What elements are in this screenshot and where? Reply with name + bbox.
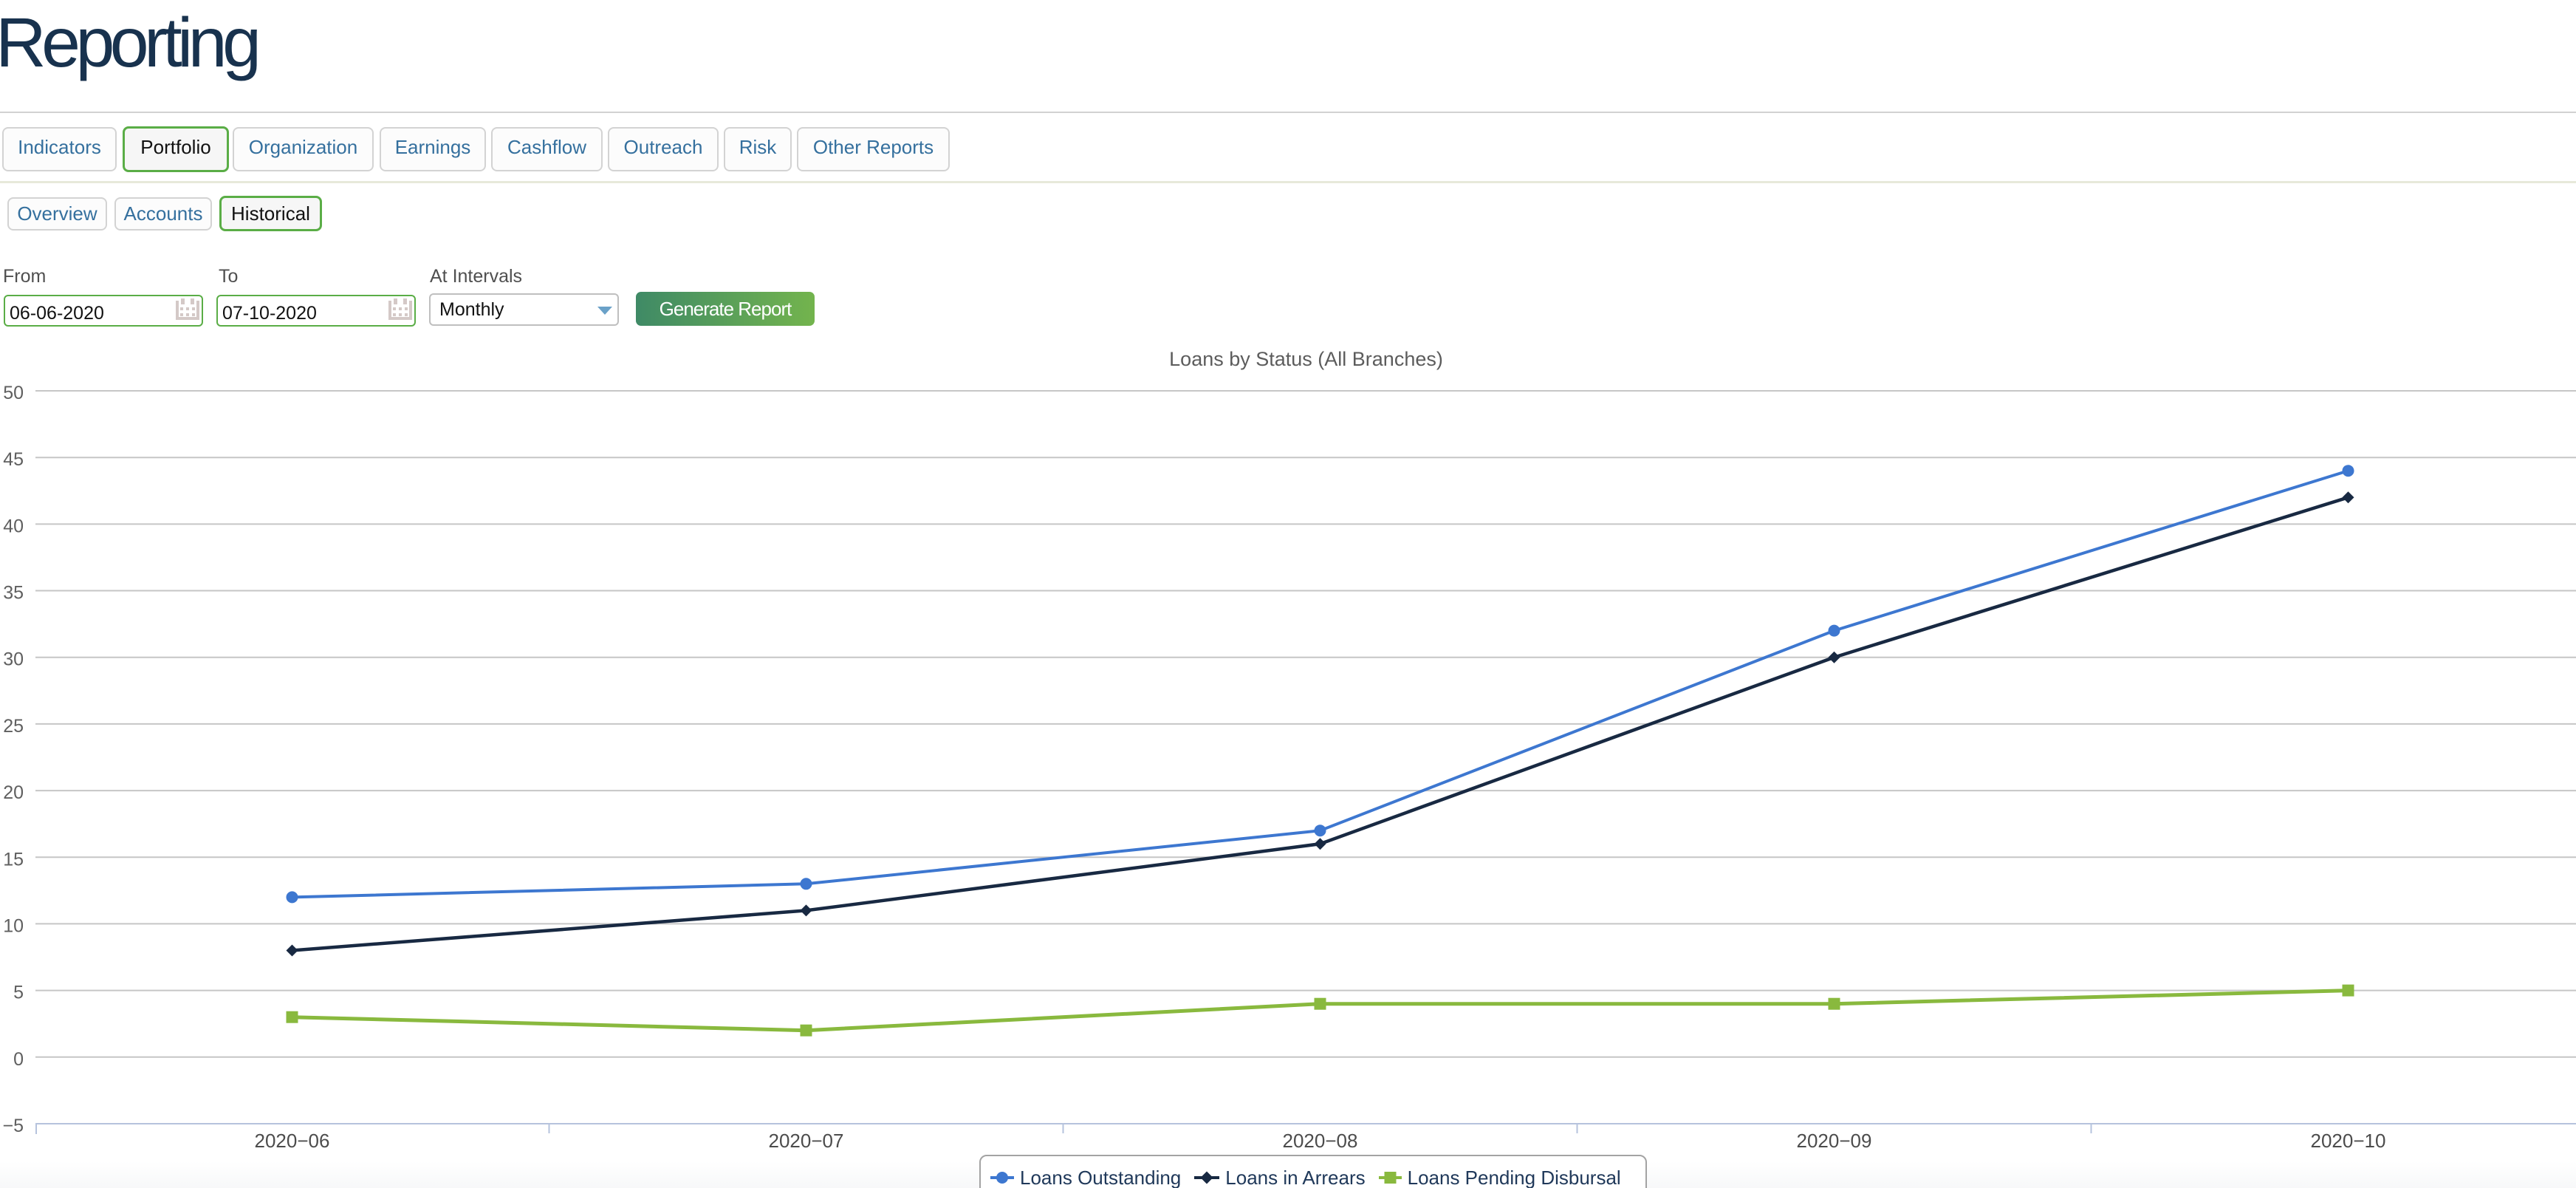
svg-text:2020−07: 2020−07 [769,1130,844,1152]
svg-text:25: 25 [3,716,24,737]
svg-text:30: 30 [3,649,24,670]
svg-text:15: 15 [3,849,24,870]
svg-text:0: 0 [13,1049,24,1070]
svg-text:5: 5 [13,983,24,1003]
svg-text:45: 45 [3,449,24,470]
svg-text:2020−08: 2020−08 [1283,1130,1358,1152]
svg-text:2020−09: 2020−09 [1797,1130,1872,1152]
svg-text:20: 20 [3,782,24,803]
svg-text:50: 50 [3,383,24,403]
svg-text:2020−10: 2020−10 [2311,1130,2386,1152]
svg-text:10: 10 [3,915,24,936]
svg-text:40: 40 [3,516,24,536]
svg-text:−5: −5 [2,1116,24,1136]
svg-text:2020−06: 2020−06 [255,1130,330,1152]
svg-text:35: 35 [3,583,24,604]
